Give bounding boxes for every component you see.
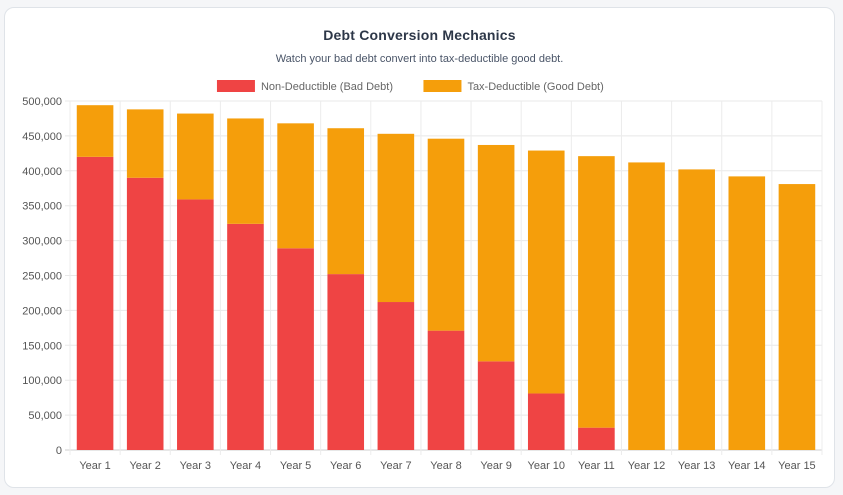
x-tick-label: Year 4 [230,460,261,472]
bar-bad-debt[interactable] [277,248,314,450]
bar-bad-debt[interactable] [377,302,415,450]
bar-good-debt[interactable] [177,113,214,200]
bar-good-debt[interactable] [778,184,816,450]
bar-good-debt[interactable] [327,128,365,275]
y-tick-label: 0 [56,445,62,457]
bar-good-debt[interactable] [728,176,766,450]
x-tick-label: Year 15 [778,460,816,472]
chart-subtitle: Watch your bad debt convert into tax-ded… [275,53,564,65]
y-tick-label: 200,000 [22,305,62,317]
bar-bad-debt[interactable] [327,274,365,450]
y-tick-label: 250,000 [22,271,62,283]
x-tick-label: Year 11 [578,460,615,472]
y-tick-label: 50,000 [28,410,62,422]
y-tick-label: 350,000 [22,201,62,213]
x-tick-label: Year 8 [430,460,461,472]
bar-bad-debt[interactable] [76,156,114,450]
bar-good-debt[interactable] [527,150,565,394]
bar-bad-debt[interactable] [427,330,465,450]
bar-bad-debt[interactable] [126,177,164,450]
bar-bad-debt[interactable] [227,223,264,450]
x-tick-label: Year 10 [528,460,566,472]
legend-label[interactable]: Non-Deductible (Bad Debt) [261,81,393,93]
bar-good-debt[interactable] [126,109,164,178]
x-tick-label: Year 5 [280,460,311,472]
bar-good-debt[interactable] [427,138,465,331]
bar-good-debt[interactable] [578,156,615,428]
legend-label[interactable]: Tax-Deductible (Good Debt) [467,81,603,93]
bar-good-debt[interactable] [377,133,415,303]
bar-bad-debt[interactable] [527,393,565,450]
legend-swatch[interactable] [216,80,255,92]
x-tick-label: Year 7 [380,460,411,472]
y-tick-label: 300,000 [22,236,62,248]
bar-good-debt[interactable] [227,118,264,224]
y-tick-label: 400,000 [22,166,62,178]
bar-good-debt[interactable] [277,123,314,249]
x-tick-label: Year 12 [628,460,666,472]
y-tick-label: 100,000 [22,375,62,387]
x-tick-label: Year 3 [180,460,211,472]
bar-good-debt[interactable] [678,169,715,451]
bar-bad-debt[interactable] [578,427,615,450]
x-tick-label: Year 13 [678,460,716,472]
x-tick-label: Year 6 [330,460,361,472]
x-tick-label: Year 1 [79,460,110,472]
y-tick-label: 450,000 [22,131,62,143]
y-tick-label: 500,000 [22,96,62,108]
legend-swatch[interactable] [423,80,462,92]
chart-title: Debt Conversion Mechanics [323,27,516,43]
bar-good-debt[interactable] [477,144,515,362]
x-tick-label: Year 2 [129,460,160,472]
bar-good-debt[interactable] [628,162,665,450]
bar-good-debt[interactable] [76,105,114,157]
bar-bad-debt[interactable] [177,199,214,450]
x-tick-label: Year 14 [728,460,766,472]
x-tick-label: Year 9 [480,460,511,472]
y-tick-label: 150,000 [22,340,62,352]
bar-bad-debt[interactable] [477,361,515,450]
